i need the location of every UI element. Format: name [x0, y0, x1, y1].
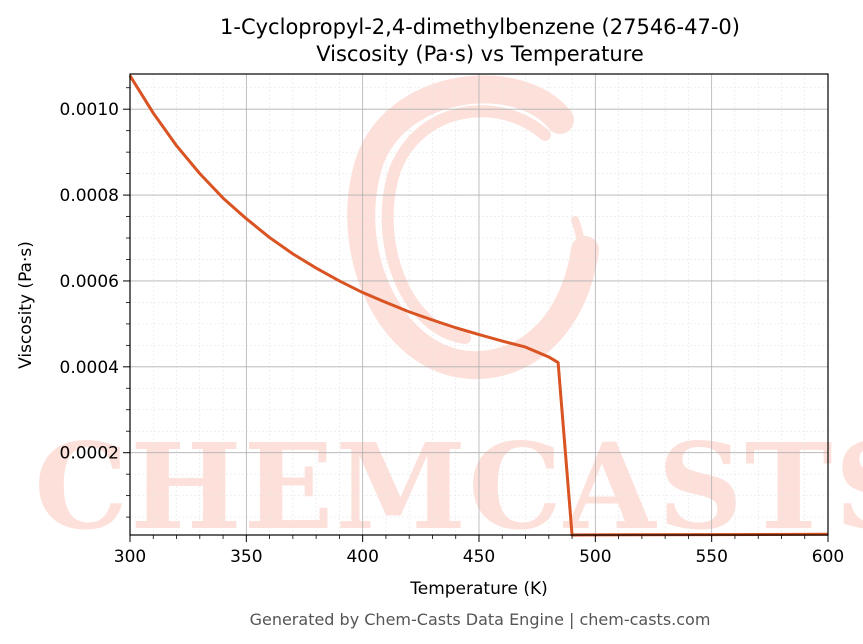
y-axis: 0.0002 0.0004 0.0006 0.0008 0.0010 [60, 87, 130, 518]
chart-title: 1-Cyclopropyl-2,4-dimethylbenzene (27546… [220, 15, 740, 39]
y-axis-label: Viscosity (Pa·s) [16, 241, 36, 369]
watermark-text: CHEMCASTS [34, 417, 863, 556]
x-tick-label: 550 [695, 547, 727, 567]
y-tick-label: 0.0008 [60, 186, 119, 206]
chart-subtitle: Viscosity (Pa·s) vs Temperature [316, 42, 644, 66]
x-tick-label: 400 [346, 547, 378, 567]
x-tick-label: 350 [230, 547, 262, 567]
y-tick-label: 0.0002 [60, 444, 119, 464]
watermark: CHEMCASTS [34, 75, 863, 556]
y-tick-label: 0.0006 [60, 272, 119, 292]
x-tick-label: 450 [463, 547, 495, 567]
y-tick-label: 0.0004 [60, 358, 119, 378]
x-tick-label: 300 [114, 547, 146, 567]
viscosity-line [128, 74, 829, 537]
footer-credit: Generated by Chem-Casts Data Engine | ch… [250, 610, 711, 629]
x-axis-label: Temperature (K) [409, 579, 548, 599]
plot-frame [129, 73, 829, 536]
y-tick-label: 0.0010 [60, 100, 119, 120]
x-tick-label: 600 [812, 547, 844, 567]
series-layer [128, 74, 829, 537]
x-tick-label: 500 [579, 547, 611, 567]
x-axis: 300 350 400 450 500 550 600 [114, 535, 844, 567]
